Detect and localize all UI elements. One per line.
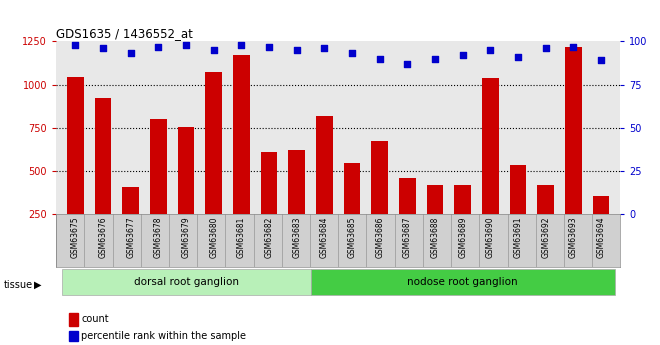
Bar xyxy=(205,71,222,214)
Text: GDS1635 / 1436552_at: GDS1635 / 1436552_at xyxy=(56,27,193,40)
Text: GSM63693: GSM63693 xyxy=(569,217,578,258)
Bar xyxy=(482,78,499,214)
Text: GSM63691: GSM63691 xyxy=(513,217,523,258)
Point xyxy=(541,46,551,51)
Text: GSM63679: GSM63679 xyxy=(182,217,191,258)
Point xyxy=(153,44,164,49)
Text: GSM63675: GSM63675 xyxy=(71,217,80,258)
Bar xyxy=(537,186,554,214)
Point xyxy=(319,46,330,51)
Bar xyxy=(399,178,416,214)
Bar xyxy=(311,269,615,295)
Text: GSM63678: GSM63678 xyxy=(154,217,163,258)
Bar xyxy=(593,196,609,214)
Bar xyxy=(344,163,360,214)
Bar xyxy=(510,165,527,214)
Point xyxy=(98,46,108,51)
Text: GSM63690: GSM63690 xyxy=(486,217,495,258)
Bar xyxy=(178,127,195,214)
Point xyxy=(485,47,496,53)
Bar xyxy=(150,119,167,214)
Text: GSM63683: GSM63683 xyxy=(292,217,301,258)
Point xyxy=(568,44,579,49)
Point xyxy=(264,44,275,49)
Text: GSM63689: GSM63689 xyxy=(458,217,467,258)
Text: percentile rank within the sample: percentile rank within the sample xyxy=(81,331,246,341)
Point xyxy=(236,42,247,48)
Text: tissue: tissue xyxy=(3,280,32,289)
Bar xyxy=(261,152,277,214)
Bar xyxy=(455,186,471,214)
Point xyxy=(292,47,302,53)
Point xyxy=(209,47,219,53)
Text: GSM63680: GSM63680 xyxy=(209,217,218,258)
Text: GSM63686: GSM63686 xyxy=(376,217,384,258)
Point xyxy=(346,51,357,56)
Text: GSM63682: GSM63682 xyxy=(265,217,274,258)
Bar xyxy=(565,47,581,214)
Point xyxy=(430,56,440,61)
Text: GSM63688: GSM63688 xyxy=(430,217,440,258)
Text: dorsal root ganglion: dorsal root ganglion xyxy=(133,277,239,287)
Point xyxy=(181,42,191,48)
Point xyxy=(125,51,136,56)
Bar xyxy=(123,187,139,214)
Point xyxy=(513,54,523,60)
Text: GSM63676: GSM63676 xyxy=(98,217,108,258)
Bar xyxy=(427,186,444,214)
Text: GSM63694: GSM63694 xyxy=(597,217,605,258)
Text: nodose root ganglion: nodose root ganglion xyxy=(407,277,518,287)
Point xyxy=(457,52,468,58)
Point xyxy=(70,42,81,48)
Text: GSM63692: GSM63692 xyxy=(541,217,550,258)
Point xyxy=(596,58,607,63)
Bar xyxy=(67,77,84,214)
Point xyxy=(402,61,412,67)
Text: GSM63677: GSM63677 xyxy=(126,217,135,258)
Bar xyxy=(61,269,311,295)
Text: ▶: ▶ xyxy=(34,280,42,289)
Bar xyxy=(95,98,112,214)
Bar xyxy=(288,150,305,214)
Text: GSM63685: GSM63685 xyxy=(348,217,356,258)
Bar xyxy=(372,141,388,214)
Text: GSM63681: GSM63681 xyxy=(237,217,246,258)
Point xyxy=(374,56,385,61)
Text: GSM63687: GSM63687 xyxy=(403,217,412,258)
Bar xyxy=(233,55,249,214)
Bar xyxy=(316,116,333,214)
Text: count: count xyxy=(81,315,109,324)
Text: GSM63684: GSM63684 xyxy=(320,217,329,258)
